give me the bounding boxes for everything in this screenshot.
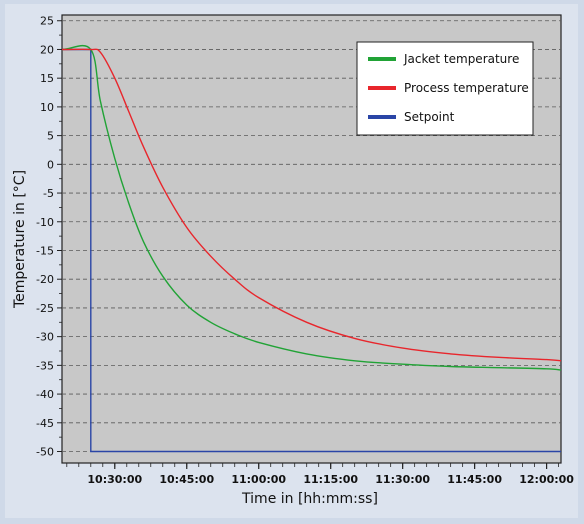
y-tick-label: 15	[40, 72, 54, 85]
y-tick-label: -20	[36, 273, 54, 286]
y-tick-label: -40	[36, 388, 54, 401]
y-tick-label: 25	[40, 15, 54, 28]
x-tick-label: 10:45:00	[159, 473, 214, 486]
x-tick-label: 12:00:00	[519, 473, 574, 486]
x-axis-label: Time in [hh:mm:ss]	[241, 491, 378, 507]
legend-label: Process temperature	[404, 81, 529, 95]
y-tick-label: -35	[36, 359, 54, 372]
x-tick-label: 11:15:00	[303, 473, 358, 486]
y-tick-label: 10	[40, 101, 54, 114]
y-tick-label: -50	[36, 446, 54, 459]
x-axis-ticks: 10:30:00 10:45:00 11:00:00 11:15:00 11:30:00…	[66, 463, 574, 486]
legend: Jacket temperature Process temperature Set…	[356, 41, 534, 136]
y-axis-label: Temperature in [°C]	[12, 170, 28, 309]
y-tick-label: 0	[47, 158, 54, 171]
x-tick-label: 10:30:00	[87, 473, 142, 486]
y-tick-label: 20	[40, 43, 54, 56]
y-tick-label: -15	[36, 244, 54, 257]
series-line-jacket-temperature	[61, 44, 562, 371]
legend-label: Jacket temperature	[403, 52, 519, 66]
y-tick-label: -30	[36, 331, 54, 344]
y-tick-label: -5	[43, 187, 54, 200]
y-tick-label: -10	[36, 216, 54, 229]
x-tick-label: 11:00:00	[231, 473, 286, 486]
series-lines	[61, 44, 562, 453]
x-tick-label: 11:45:00	[447, 473, 502, 486]
y-axis-ticks: 25 20 15 10 5 0 -5 -10 -15 -20 -25 -30 -35 -40 -45 -50	[36, 15, 62, 459]
legend-label: Setpoint	[404, 110, 455, 124]
y-tick-label: -45	[36, 417, 54, 430]
x-tick-label: 11:30:00	[375, 473, 430, 486]
y-tick-label: 5	[47, 130, 54, 143]
series-line-process-temperature	[61, 48, 562, 362]
y-tick-label: -25	[36, 302, 54, 315]
